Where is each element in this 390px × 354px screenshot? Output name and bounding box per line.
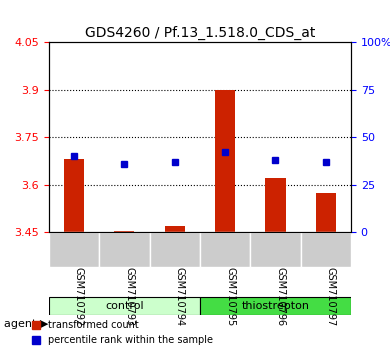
Text: GSM710797: GSM710797 xyxy=(326,267,336,326)
Text: GSM710792: GSM710792 xyxy=(74,267,84,326)
Text: GSM710796: GSM710796 xyxy=(275,267,285,326)
Bar xyxy=(114,230,135,232)
Text: GSM710794: GSM710794 xyxy=(175,267,185,326)
FancyBboxPatch shape xyxy=(49,297,200,315)
FancyBboxPatch shape xyxy=(250,232,301,267)
FancyBboxPatch shape xyxy=(49,232,99,267)
Bar xyxy=(316,193,336,232)
FancyBboxPatch shape xyxy=(99,232,149,267)
FancyBboxPatch shape xyxy=(301,232,351,267)
Legend: transformed count, percentile rank within the sample: transformed count, percentile rank withi… xyxy=(28,316,216,349)
Text: control: control xyxy=(105,301,144,311)
Text: thiostrepton: thiostrepton xyxy=(241,301,309,311)
FancyBboxPatch shape xyxy=(149,232,200,267)
Bar xyxy=(215,90,235,232)
FancyBboxPatch shape xyxy=(200,297,351,315)
Text: GSM710793: GSM710793 xyxy=(124,267,134,326)
Title: GDS4260 / Pf.13_1.518.0_CDS_at: GDS4260 / Pf.13_1.518.0_CDS_at xyxy=(85,26,315,40)
Bar xyxy=(64,159,84,232)
Bar xyxy=(265,178,285,232)
Text: agent ▶: agent ▶ xyxy=(4,319,48,329)
FancyBboxPatch shape xyxy=(200,232,250,267)
Bar xyxy=(165,226,185,232)
Text: GSM710795: GSM710795 xyxy=(225,267,235,326)
